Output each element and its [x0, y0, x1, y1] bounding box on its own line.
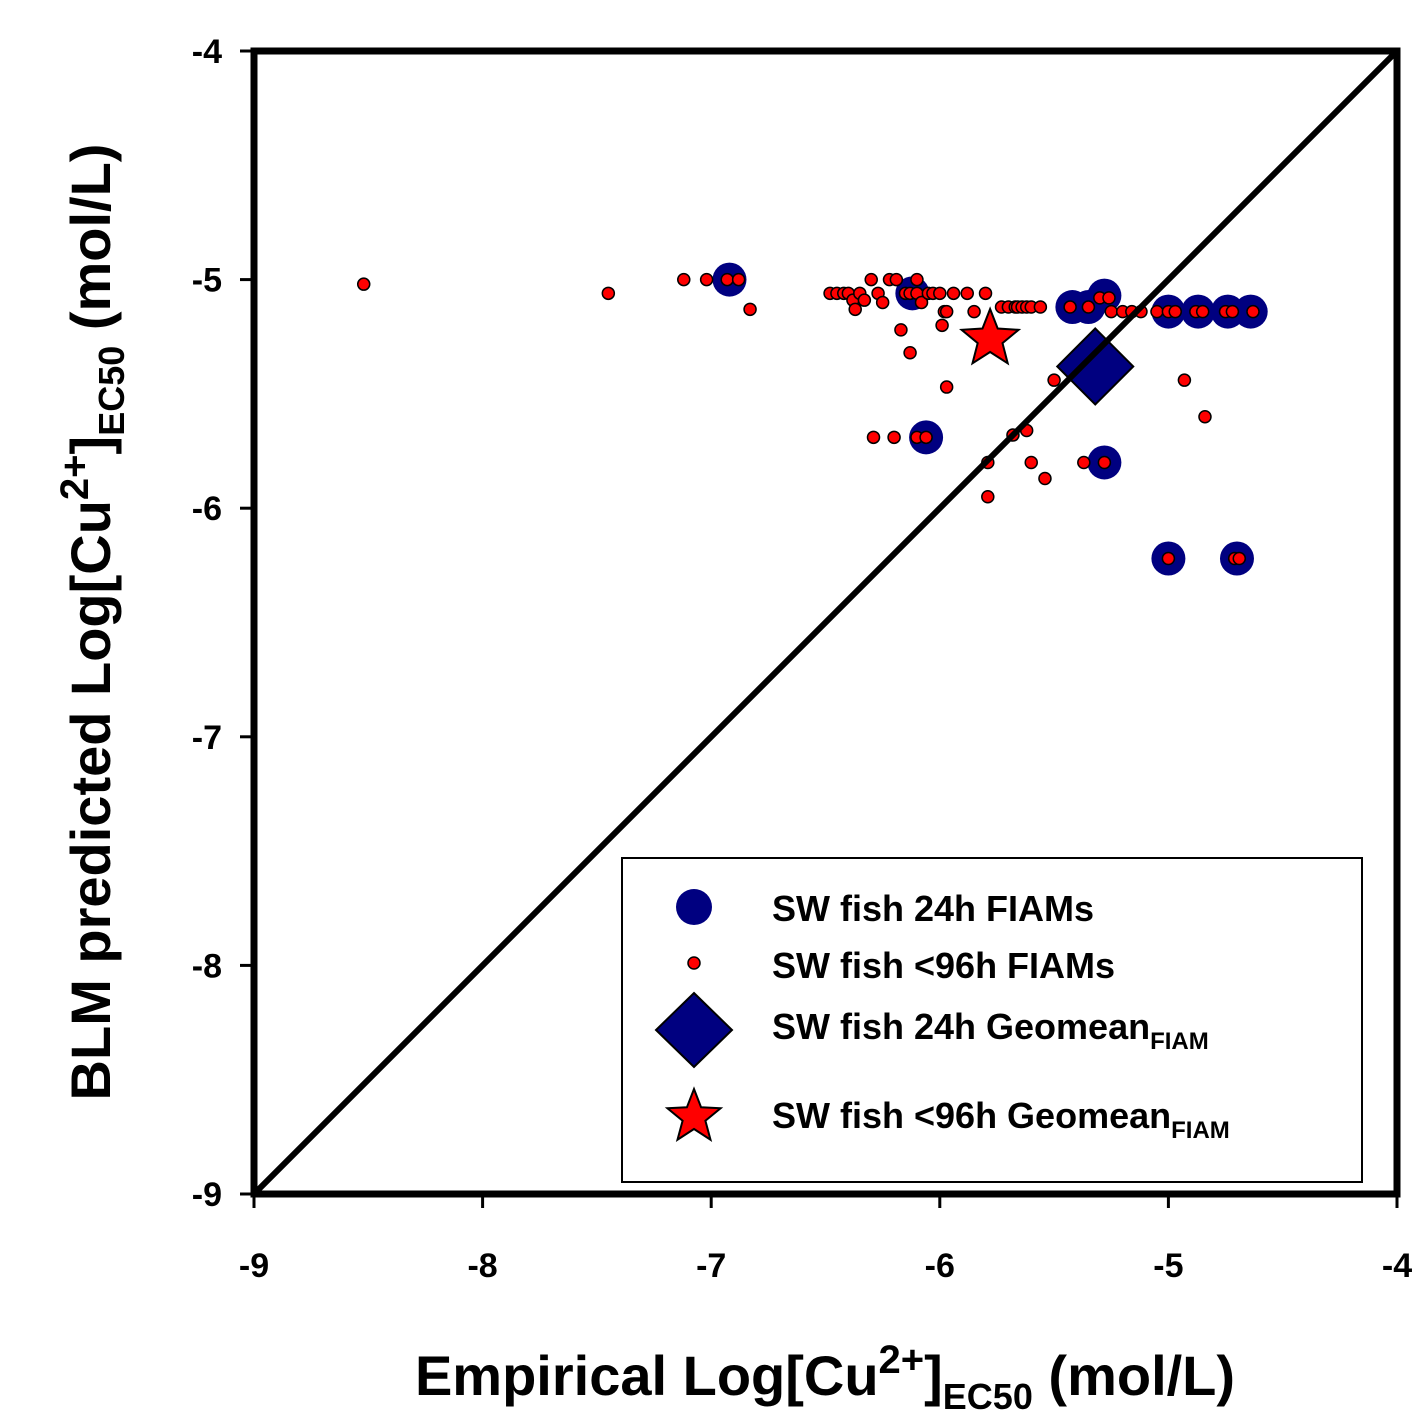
point-sw-fish-96h: [720, 272, 734, 287]
point-sw-fish-96h: [1168, 304, 1183, 319]
plot-frame: [250, 47, 1401, 1198]
x-tick-label: -7: [696, 1247, 726, 1285]
point-sw-fish-96h: [601, 286, 616, 301]
point-sw-fish-96h: [914, 295, 929, 310]
y-axis-title-close: ]: [59, 436, 122, 455]
legend-marker-diamond: [654, 991, 734, 1069]
legend: SW fish 24h FIAMs SW fish <96h FIAMs SW …: [621, 857, 1363, 1183]
x-tick-label: -8: [467, 1247, 497, 1285]
point-sw-fish-96h: [933, 286, 947, 301]
point-sw-fish-96h: [1161, 551, 1176, 566]
legend-marker-large-circle: [676, 889, 712, 925]
point-sw-fish-96h: [677, 272, 691, 287]
point-sw-fish-96h: [1198, 410, 1212, 424]
point-sw-fish-96h: [1024, 455, 1038, 470]
x-axis-title-close: ]: [924, 1344, 943, 1407]
point-sw-fish-96h: [903, 346, 917, 360]
x-axis-title-sub: EC50: [943, 1376, 1033, 1417]
legend-label-2: SW fish <96h FIAMs: [772, 945, 1115, 986]
point-sw-fish-96h: [1177, 373, 1192, 387]
point-sw-fish-96h: [1063, 300, 1077, 314]
y-axis-title-unit: (mol/L): [59, 144, 122, 346]
one-to-one-line: [251, 48, 1400, 1197]
point-geomean-24h-diamond: [1055, 327, 1135, 406]
point-sw-fish-96h: [935, 318, 949, 333]
axis-ticks: [240, 49, 1399, 1208]
x-axis-title-main: Empirical Log[Cu: [415, 1344, 879, 1407]
y-axis-title: BLM predicted Log[Cu2+]EC50 (mol/L): [53, 144, 132, 1101]
point-sw-fish-96h: [1038, 471, 1052, 486]
point-sw-fish-96h: [1195, 304, 1210, 319]
point-sw-fish-96h: [1047, 373, 1061, 387]
chart-marks: [356, 262, 1268, 576]
point-sw-fish-96h: [1081, 300, 1096, 314]
point-sw-fish-96h: [1232, 551, 1247, 566]
x-tick-label: -6: [925, 1247, 955, 1285]
point-sw-fish-96h: [981, 490, 995, 504]
x-tick-label: -4: [1382, 1247, 1412, 1285]
point-sw-fish-96h: [864, 272, 878, 287]
y-axis-title-main: BLM predicted Log[Cu: [59, 500, 122, 1100]
x-axis-title: Empirical Log[Cu2+]EC50 (mol/L): [415, 1338, 1235, 1417]
point-sw-fish-96h: [1104, 304, 1118, 319]
point-sw-fish-96h: [1246, 304, 1260, 319]
point-sw-fish-96h: [894, 323, 908, 337]
point-sw-fish-96h: [960, 286, 974, 301]
point-sw-fish-96h: [967, 304, 981, 319]
point-sw-fish-96h: [731, 272, 746, 287]
point-sw-fish-96h: [919, 430, 933, 445]
point-sw-fish-96h: [875, 295, 890, 310]
point-sw-fish-96h: [743, 302, 757, 317]
point-sw-fish-96h: [939, 380, 954, 394]
point-sw-fish-96h: [1077, 455, 1091, 470]
point-sw-fish-96h: [1150, 304, 1164, 319]
y-tick-label: -4: [192, 33, 222, 71]
legend-label-3: SW fish 24h GeomeanFIAM: [772, 1006, 1209, 1055]
legend-label-4-main: SW fish <96h Geomean: [772, 1095, 1171, 1136]
y-tick-label: -7: [192, 719, 222, 757]
point-sw-fish-96h: [910, 272, 924, 287]
point-sw-fish-96h: [1097, 455, 1112, 470]
axis-tick-labels: -9 -8 -7 -6 -5 -4 -9 -8 -7 -6 -5 -4: [192, 33, 1412, 1285]
y-tick-label: -6: [192, 490, 222, 528]
x-axis-title-unit: (mol/L): [1033, 1344, 1235, 1407]
legend-marker-small-circle: [687, 956, 701, 970]
point-sw-fish-96h: [887, 430, 901, 445]
y-tick-label: -9: [192, 1176, 222, 1214]
point-sw-fish-96h: [939, 304, 954, 319]
point-sw-fish-96h: [699, 272, 714, 287]
legend-box: [621, 857, 1363, 1183]
x-tick-label: -5: [1153, 1247, 1183, 1285]
point-sw-fish-96h: [978, 286, 993, 301]
legend-label-3-main: SW fish 24h Geomean: [772, 1006, 1150, 1047]
y-tick-label: -5: [192, 262, 222, 300]
point-sw-fish-96h: [1033, 300, 1048, 314]
point-sw-fish-96h: [848, 302, 862, 317]
point-sw-fish-96h: [889, 272, 904, 287]
legend-label-3-sub: FIAM: [1150, 1028, 1209, 1055]
y-tick-label: -8: [192, 947, 222, 985]
point-sw-fish-96h: [946, 286, 961, 301]
legend-label-1: SW fish 24h FIAMs: [772, 888, 1094, 929]
x-axis-title-sup: 2+: [879, 1338, 925, 1382]
point-geomean-96h-star: [959, 306, 1022, 366]
y-axis-title-sup: 2+: [53, 454, 97, 500]
point-sw-fish-96h: [1225, 304, 1240, 319]
point-sw-fish-96h: [356, 277, 371, 291]
y-axis-title-sub: EC50: [91, 346, 132, 436]
x-tick-label: -9: [239, 1247, 269, 1285]
point-sw-fish-96h: [857, 293, 872, 307]
legend-label-4: SW fish <96h GeomeanFIAM: [772, 1095, 1230, 1144]
legend-label-4-sub: FIAM: [1171, 1117, 1230, 1144]
legend-marker-star: [664, 1086, 724, 1142]
point-sw-fish-96h: [866, 430, 881, 445]
point-sw-fish-96h: [1102, 291, 1116, 305]
